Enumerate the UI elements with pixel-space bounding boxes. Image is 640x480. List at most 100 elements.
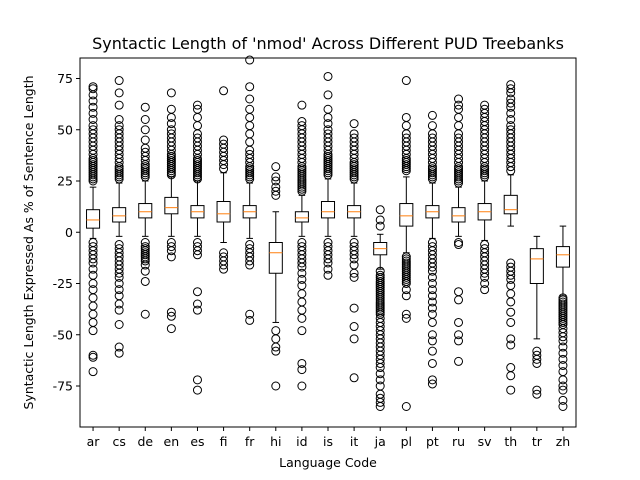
flier-point-pt <box>427 297 437 307</box>
flier-point-zh <box>558 381 568 391</box>
flier-point-id <box>297 268 307 278</box>
flier-point-id <box>297 100 307 110</box>
flier-point-cs <box>114 125 124 135</box>
flier-point-es <box>192 250 202 260</box>
flier-point-pl <box>401 76 411 86</box>
box-tr <box>529 248 544 284</box>
flier-point-pt <box>427 262 437 272</box>
flier-point-is <box>323 258 333 268</box>
flier-point-es <box>192 246 202 256</box>
flier-point-fr <box>245 82 255 92</box>
flier-point-cs <box>114 268 124 278</box>
flier-point-ar <box>88 367 98 377</box>
flier-point-ja <box>375 358 385 368</box>
flier-point-cs <box>114 285 124 295</box>
flier-point-is <box>323 71 333 81</box>
y-tick-label: -50 <box>53 327 73 342</box>
flier-point-zh <box>558 332 568 342</box>
flier-point-id <box>297 117 307 127</box>
flier-point-fi <box>219 86 229 96</box>
flier-point-fr <box>245 309 255 319</box>
flier-point-is <box>323 119 333 129</box>
flier-point-sv <box>480 268 490 278</box>
flier-point-hi <box>271 176 281 186</box>
box-en <box>164 196 179 215</box>
flier-point-it <box>349 334 359 344</box>
y-tick-label: 25 <box>57 174 73 189</box>
flier-point-zh <box>558 336 568 346</box>
y-tick-label: 0 <box>65 225 73 240</box>
box-cs <box>112 207 127 223</box>
flier-point-it <box>349 272 359 282</box>
flier-point-en <box>166 88 176 98</box>
flier-point-ja <box>375 221 385 231</box>
flier-point-pt <box>427 346 437 356</box>
flier-point-th <box>506 340 516 350</box>
flier-point-ja <box>375 397 385 407</box>
flier-point-id <box>297 365 307 375</box>
flier-point-pt <box>427 133 437 143</box>
flier-point-ar <box>88 352 98 362</box>
flier-point-cs <box>114 342 124 352</box>
box-is <box>320 201 336 219</box>
flier-point-pl <box>401 313 411 323</box>
flier-point-fr <box>245 94 255 104</box>
flier-point-cs <box>114 121 124 131</box>
flier-point-cs <box>114 279 124 288</box>
flier-point-pt <box>427 266 437 276</box>
flier-point-hi <box>271 162 281 172</box>
box-th <box>503 194 518 215</box>
x-tick-label-hi: hi <box>270 434 281 449</box>
x-tick-label-pl: pl <box>401 434 412 449</box>
flier-point-ja <box>375 375 385 385</box>
plot-area: -75 -50 -25 0 25 50 75 ar cs de en es fi fr hi id is it ja… <box>53 55 570 449</box>
flier-point-pl <box>401 112 411 122</box>
box-de <box>138 203 153 219</box>
flier-point-ar <box>88 254 98 264</box>
flier-point-ru <box>454 356 464 366</box>
flier-point-de <box>140 256 150 266</box>
flier-point-cs <box>114 299 124 309</box>
y-axis-label: Syntactic Length Expressed As % of Sente… <box>21 75 36 409</box>
flier-point-tr <box>532 354 542 364</box>
flier-point-es <box>192 100 202 110</box>
flier-point-ja <box>375 369 385 379</box>
flier-point-ru <box>454 133 464 143</box>
flier-point-en <box>166 246 176 256</box>
x-tick-label-de: de <box>137 434 153 449</box>
flier-point-is <box>323 254 333 264</box>
flier-point-ar <box>88 121 98 131</box>
box-pl <box>399 203 414 227</box>
flier-point-id <box>297 358 307 368</box>
flier-point-is <box>323 264 333 274</box>
x-tick-label-ja: ja <box>374 434 386 449</box>
flier-point-th <box>506 297 516 307</box>
flier-point-it <box>349 133 359 143</box>
flier-point-th <box>506 84 516 94</box>
flier-point-sv <box>480 272 490 282</box>
flier-point-hi <box>271 186 281 196</box>
flier-point-th <box>506 121 516 131</box>
flier-point-ru <box>454 100 464 110</box>
flier-point-zh <box>558 354 568 364</box>
flier-point-pt <box>427 379 437 389</box>
flier-point-pt <box>427 279 437 288</box>
y-tick-label: -25 <box>53 276 73 291</box>
flier-point-es <box>192 385 202 395</box>
x-tick-label-es: es <box>190 434 204 449</box>
flier-point-pl <box>401 402 411 411</box>
flier-point-it <box>349 129 359 139</box>
x-tick-label-it: it <box>350 434 358 449</box>
y-tick-label: 50 <box>57 122 73 137</box>
flier-point-pt <box>427 330 437 340</box>
flier-point-ru <box>454 240 464 250</box>
flier-point-it <box>349 373 359 383</box>
flier-point-fi <box>219 264 229 274</box>
x-tick-label-sv: sv <box>478 434 493 449</box>
flier-point-cs <box>114 100 124 110</box>
flier-point-id <box>297 274 307 284</box>
flier-point-en <box>166 307 176 317</box>
flier-point-it <box>349 303 359 313</box>
flier-point-th <box>506 307 516 317</box>
flier-point-ru <box>454 94 464 104</box>
